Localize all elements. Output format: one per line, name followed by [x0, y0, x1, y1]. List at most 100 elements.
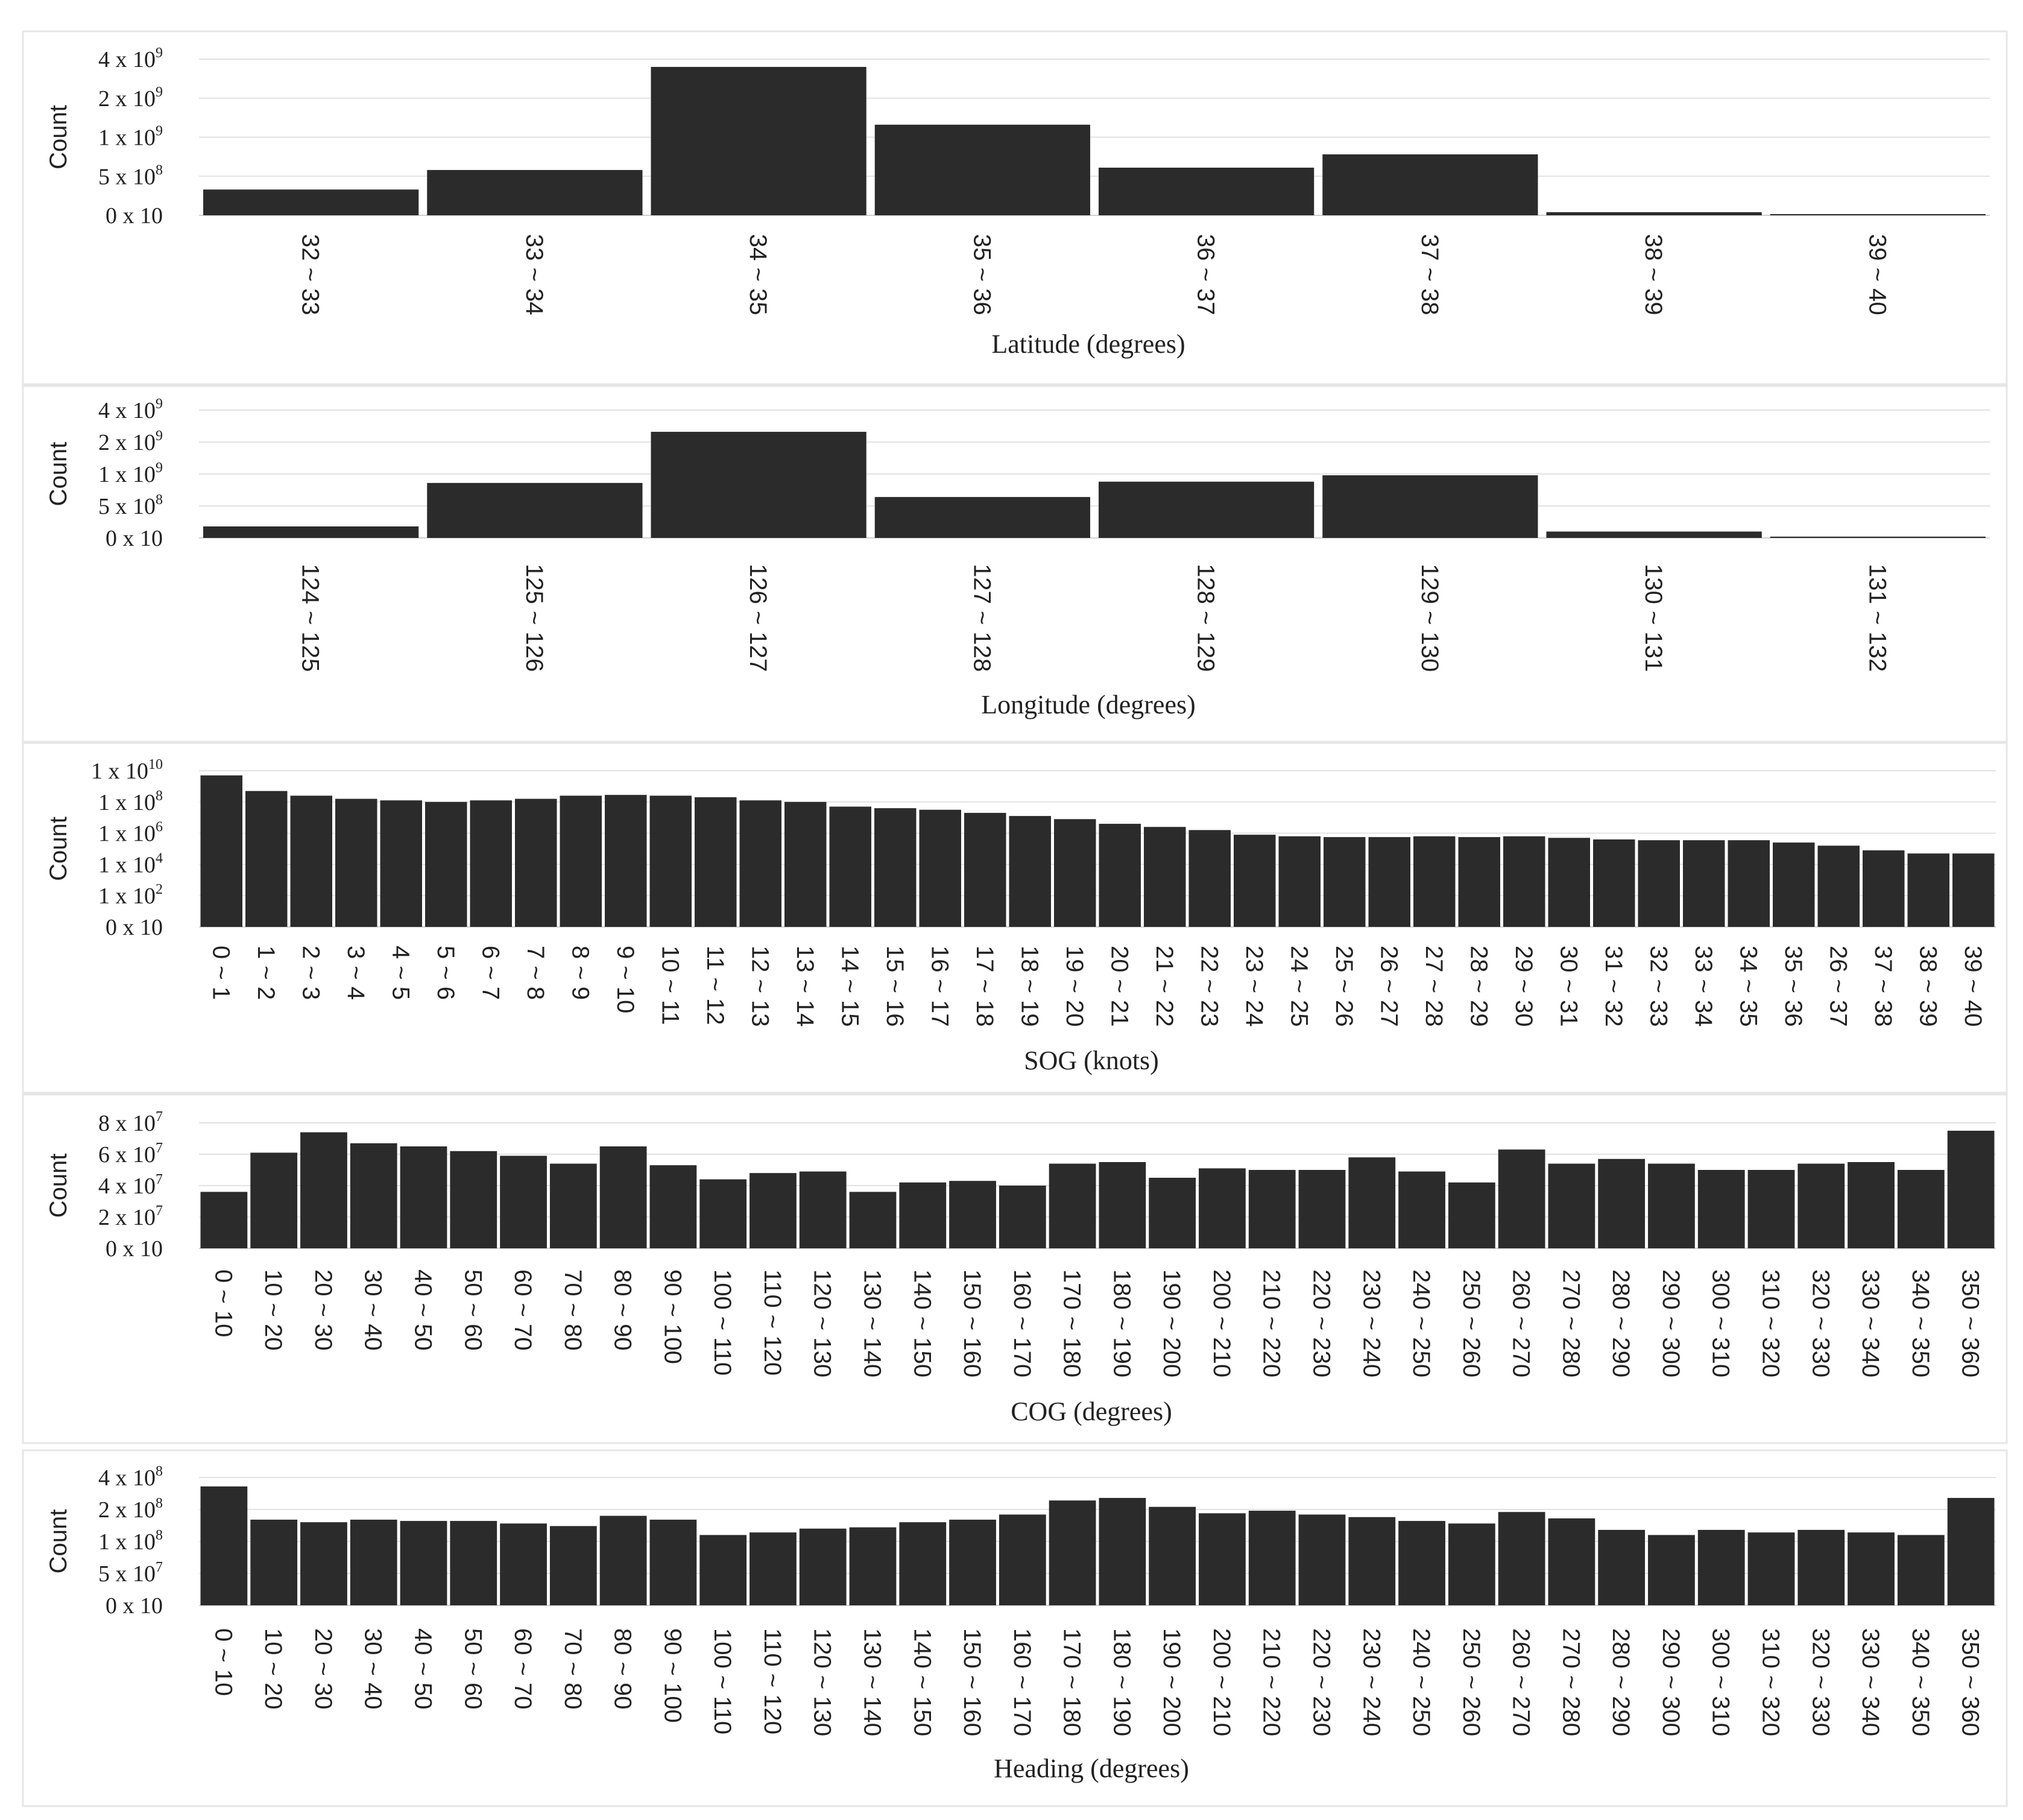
x-tick-label: 240 ~ 250: [1408, 1269, 1434, 1377]
bar: [549, 1163, 597, 1248]
bar: [200, 775, 242, 927]
bar: [750, 1173, 797, 1248]
bar: [874, 124, 1090, 215]
x-tick-label: 300 ~ 310: [1708, 1269, 1734, 1377]
y-tick-base: 2 x 10: [98, 1497, 156, 1523]
y-tick-label: 2 x 109: [98, 428, 163, 455]
x-tick-label: 220 ~ 230: [1308, 1269, 1335, 1377]
y-tick-label: 4 x 108: [98, 1464, 163, 1491]
bar: [470, 800, 512, 927]
y-tick-base: 1 x 10: [98, 852, 156, 877]
x-tick-label: 70 ~ 80: [560, 1628, 586, 1710]
x-tick-label: 0 ~ 1: [207, 946, 234, 1000]
x-tick-label: 26 ~ 37: [1825, 946, 1851, 1027]
y-tick-base: 5 x 10: [98, 494, 156, 519]
x-tick-label: 11 ~ 12: [702, 946, 728, 1025]
bar: [599, 1515, 647, 1605]
x-tick-label: 280 ~ 290: [1608, 1269, 1634, 1377]
bar: [849, 1527, 897, 1605]
x-tick-label: 1 ~ 2: [253, 946, 279, 1000]
y-tick-label: 1 x 108: [98, 788, 163, 815]
y-tick-base: 5 x 10: [98, 1561, 156, 1587]
x-tick-label: 130 ~ 140: [859, 1269, 886, 1377]
x-tick-label: 160 ~ 170: [1009, 1628, 1035, 1736]
x-tick-label: 9 ~ 10: [612, 946, 639, 1013]
x-tick-label: 28 ~ 29: [1465, 946, 1492, 1027]
y-tick-base: 6 x 10: [98, 1142, 156, 1168]
bar: [1897, 1535, 1945, 1605]
bar: [203, 526, 419, 538]
bar: [1398, 1521, 1445, 1605]
x-tick-label: 37 ~ 38: [1870, 946, 1896, 1027]
bar: [1322, 154, 1538, 215]
bar: [200, 1486, 248, 1605]
bar: [1947, 1497, 1995, 1605]
y-tick-label: 1 x 109: [98, 460, 163, 487]
y-tick-label: 0 x 10: [106, 915, 163, 940]
y-tick-base: 2 x 10: [98, 1205, 156, 1230]
bar: [1324, 837, 1366, 927]
y-tick-exponent: 2: [156, 882, 163, 897]
bar: [1448, 1182, 1495, 1248]
x-tick-label: 15 ~ 16: [882, 946, 908, 1027]
y-tick-label: 0 x 10: [106, 1236, 163, 1262]
x-tick-label: 0 ~ 10: [210, 1269, 236, 1337]
bar: [874, 497, 1090, 538]
bar: [203, 189, 419, 215]
bar: [1773, 842, 1815, 927]
x-tick-label: 37 ~ 38: [1416, 234, 1443, 315]
y-tick-base: 1 x 10: [98, 1529, 156, 1555]
bar: [1697, 1170, 1745, 1248]
x-tick-label: 200 ~ 210: [1208, 1628, 1235, 1736]
y-tick-label: 1 x 108: [98, 1528, 163, 1555]
x-tick-label: 126 ~ 127: [745, 564, 771, 672]
bar: [1188, 830, 1231, 927]
y-axis-title: Count: [45, 1509, 72, 1574]
y-tick-base: 0 x 10: [106, 1236, 163, 1262]
bar: [350, 1519, 397, 1605]
bar: [400, 1146, 447, 1248]
x-tick-label: 260 ~ 270: [1508, 1269, 1535, 1377]
y-tick-base: 1 x 10: [91, 759, 148, 784]
x-tick-label: 170 ~ 180: [1059, 1269, 1085, 1377]
y-tick-label: 5 x 108: [98, 162, 163, 189]
x-tick-label: 120 ~ 130: [809, 1628, 836, 1736]
y-tick-exponent: 8: [156, 1464, 163, 1479]
y-tick-label: 2 x 107: [98, 1203, 163, 1230]
bar: [560, 795, 602, 927]
x-tick-label: 240 ~ 250: [1408, 1628, 1434, 1736]
bar: [500, 1155, 547, 1248]
bar: [1298, 1514, 1346, 1605]
y-tick-exponent: 9: [156, 84, 163, 100]
bar: [1638, 840, 1680, 927]
y-tick-exponent: 7: [156, 1109, 163, 1125]
bar: [450, 1521, 497, 1605]
x-tick-label: 127 ~ 128: [968, 564, 995, 672]
bar: [899, 1522, 947, 1605]
bar: [849, 1192, 897, 1248]
x-tick-label: 16 ~ 17: [926, 946, 953, 1027]
bar: [549, 1526, 597, 1605]
bar: [1728, 840, 1770, 927]
bar: [649, 1519, 697, 1605]
y-tick-label: 1 x 102: [98, 882, 163, 909]
bar: [500, 1523, 547, 1605]
x-tick-label: 320 ~ 330: [1807, 1269, 1834, 1377]
x-tick-label: 0 ~ 10: [210, 1628, 236, 1696]
x-tick-label: 6 ~ 7: [477, 946, 503, 1000]
x-tick-label: 350 ~ 360: [1957, 1269, 1984, 1377]
bar: [250, 1152, 298, 1248]
y-tick-base: 0 x 10: [106, 1593, 163, 1619]
x-tick-label: 210 ~ 220: [1258, 1269, 1285, 1377]
panel-frame: [22, 385, 2008, 743]
x-tick-label: 124 ~ 125: [297, 564, 324, 672]
x-tick-label: 130 ~ 140: [859, 1628, 886, 1736]
x-tick-label: 80 ~ 90: [610, 1269, 636, 1351]
y-tick-exponent: 8: [156, 1528, 163, 1543]
x-tick-label: 350 ~ 360: [1957, 1628, 1984, 1736]
bar: [874, 808, 917, 927]
bar: [1498, 1512, 1545, 1605]
x-tick-label: 31 ~ 32: [1600, 946, 1627, 1027]
